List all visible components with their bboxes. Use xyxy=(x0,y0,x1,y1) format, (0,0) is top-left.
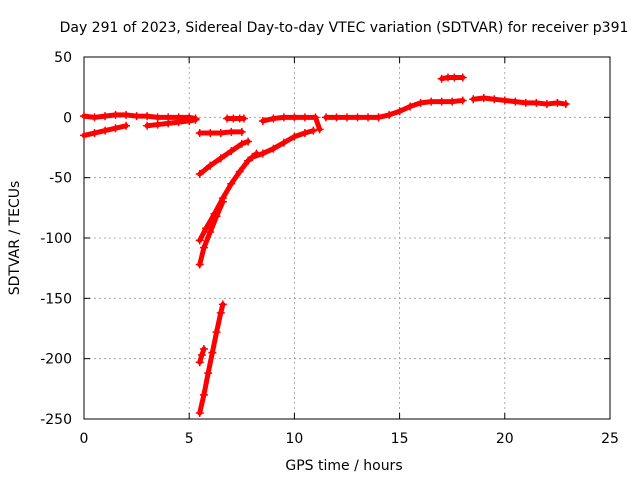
series-late-decline xyxy=(469,94,570,109)
x-axis-ticks: 0 5 10 15 20 25 xyxy=(80,57,619,447)
data-points xyxy=(80,73,570,417)
y-tick-label: -50 xyxy=(49,171,72,187)
series-segment-3-5 xyxy=(143,115,200,130)
data-point-plus xyxy=(239,114,248,123)
x-axis-label: GPS time / hours xyxy=(285,458,402,474)
plot-frame xyxy=(83,56,611,420)
series-segment xyxy=(207,213,220,235)
x-tick-label: 15 xyxy=(391,431,409,447)
series-decay-b xyxy=(195,149,261,245)
series-drop-c xyxy=(195,197,227,269)
data-point-plus xyxy=(458,96,467,105)
data-point-plus xyxy=(458,73,467,82)
series-near-zero-late xyxy=(321,113,383,122)
data-point-plus xyxy=(244,137,253,146)
data-point-plus xyxy=(199,345,208,354)
data-point-plus xyxy=(315,125,324,134)
series-rise xyxy=(374,96,467,122)
chart-title: Day 291 of 2023, Sidereal Day-to-day VTE… xyxy=(60,20,629,36)
series-drop-d xyxy=(195,300,227,417)
series-drift-early xyxy=(80,121,131,140)
x-tick-label: 0 xyxy=(80,431,89,447)
series-near-zero-mid xyxy=(258,113,324,134)
data-point-plus xyxy=(309,126,318,135)
series-segment xyxy=(214,199,226,219)
y-tick-label: -200 xyxy=(40,352,72,368)
data-point-plus xyxy=(218,197,227,206)
series-segment-7 xyxy=(223,114,248,123)
y-tick-label: 50 xyxy=(54,50,72,66)
y-axis-label: SDTVAR / TECUs xyxy=(7,181,23,296)
x-tick-label: 10 xyxy=(285,431,303,447)
y-tick-label: 0 xyxy=(63,110,72,126)
x-tick-label: 20 xyxy=(496,431,514,447)
data-point-plus xyxy=(122,121,131,130)
data-point-plus xyxy=(191,115,200,124)
series-drop-d-short xyxy=(195,345,208,367)
series-recovery xyxy=(248,126,318,162)
x-tick-label: 5 xyxy=(185,431,194,447)
y-tick-label: -250 xyxy=(40,412,72,428)
chart-gridlines xyxy=(84,57,610,419)
y-tick-label: -150 xyxy=(40,291,72,307)
series-upper-cluster xyxy=(437,73,467,83)
data-point-plus xyxy=(237,127,246,136)
series-segment-6-7 xyxy=(195,127,246,138)
x-tick-label: 25 xyxy=(601,431,619,447)
series-decay-a xyxy=(195,137,253,179)
data-point-plus xyxy=(561,100,570,109)
data-point-plus xyxy=(218,300,227,309)
y-axis-ticks: -250 -200 -150 -100 -50 0 50 xyxy=(40,50,610,428)
series-segment xyxy=(220,181,234,201)
series-segment xyxy=(201,229,213,251)
y-tick-label: -100 xyxy=(40,231,72,247)
